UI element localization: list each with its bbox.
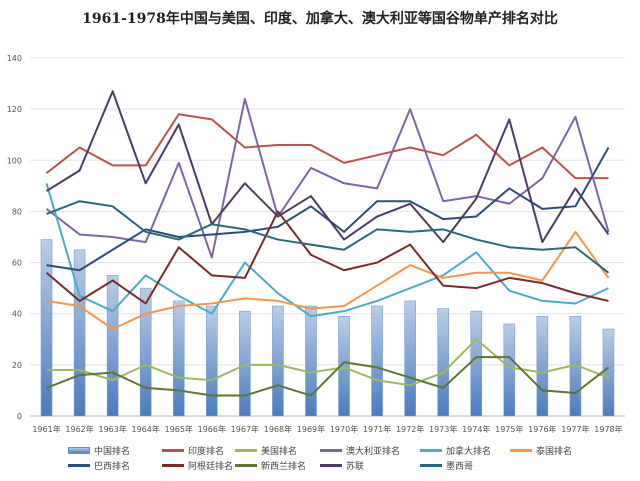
bar-1978年 [602,328,615,417]
legend-item: 苏联 [320,459,364,472]
bar-1971年 [371,305,383,417]
y-tick-label: 100 [7,156,22,165]
legend-label: 新西兰排名 [261,462,307,472]
legend-label: 印度排名 [188,447,225,457]
legend-swatch [420,449,442,452]
series-line-加拿大排名 [45,183,609,318]
series-line-苏联 [46,90,610,244]
x-tick-label: 1962年 [65,424,93,434]
legend-item: 泰国排名 [510,444,572,457]
x-tick-label: 1975年 [495,424,523,434]
legend-label: 中国排名 [94,447,131,457]
legend-item: 新西兰排名 [235,459,306,472]
legend-item: 中国排名 [68,444,130,457]
series-line-印度排名 [45,113,609,180]
bar-1970年 [338,315,350,417]
legend-item: 澳大利亚排名 [320,444,400,457]
bar-1963年 [106,275,119,417]
x-tick-label: 1978年 [594,424,622,434]
bar-1961年 [40,239,53,417]
x-tick-label: 1977年 [561,424,589,434]
x-tick-label: 1972年 [396,424,424,434]
legend-label: 加拿大排名 [446,447,492,457]
x-tick-label: 1966年 [198,424,226,434]
x-tick-label: 1971年 [363,424,391,434]
legend-swatch [68,447,90,454]
legend-label: 墨西哥 [446,462,474,472]
series-line-澳大利亚排名 [45,97,610,259]
bar-1973年 [437,308,449,417]
legend-item: 阿根廷排名 [162,459,233,472]
y-tick-label: 40 [12,310,22,319]
x-tick-label: 1964年 [132,424,160,434]
x-tick-label: 1970年 [330,424,358,434]
y-tick-label: 140 [7,54,22,63]
y-tick-label: 0 [17,412,22,421]
bar-1968年 [272,305,284,417]
legend-swatch [68,464,90,467]
x-tick-label: 1969年 [297,424,325,434]
legend-label: 阿根廷排名 [188,462,234,472]
legend-swatch [420,464,442,467]
legend-item: 美国排名 [235,444,297,457]
legend-swatch [235,449,257,452]
y-tick-label: 60 [12,259,22,268]
legend-item: 印度排名 [162,444,224,457]
series-line-美国排名 [46,338,609,387]
legend-label: 美国排名 [261,447,298,457]
series-line-墨西哥 [46,200,610,274]
legend-swatch [162,464,184,467]
series-line-新西兰排名 [46,356,610,397]
bar-1964年 [139,287,152,417]
x-tick-label: 1973年 [429,424,457,434]
legend-label: 苏联 [346,462,365,472]
bar-1976年 [536,315,549,417]
x-tick-label: 1974年 [462,424,490,434]
legend-swatch [235,464,257,467]
bar-1974年 [470,310,483,417]
chart-title: 1961-1978年中国与美国、印度、加拿大、澳大利亚等国谷物单产排名对比 [82,11,558,27]
series-line-阿根廷排名 [45,210,609,305]
series-line-泰国排名 [46,230,610,331]
bar-1972年 [404,300,416,417]
y-tick-label: 20 [12,361,22,370]
legend-item: 墨西哥 [420,459,473,472]
legend-item: 加拿大排名 [420,444,491,457]
legend-item: 巴西排名 [68,459,130,472]
y-tick-label: 120 [7,105,22,114]
legend-label: 巴西排名 [94,462,131,472]
x-tick-label: 1965年 [165,424,193,434]
y-tick-label: 80 [12,207,22,216]
bar-1975年 [503,323,516,417]
legend-label: 泰国排名 [536,447,573,457]
legend-swatch [320,464,342,467]
legend-swatch [320,449,342,452]
x-tick-label: 1968年 [264,424,292,434]
x-tick-label: 1961年 [32,424,60,434]
bar-1965年 [172,300,185,417]
bar-1966年 [206,305,218,417]
bar-1967年 [239,310,251,417]
legend-label: 澳大利亚排名 [346,447,401,457]
bar-1969年 [305,305,317,417]
x-tick-label: 1967年 [231,424,259,434]
x-tick-label: 1976年 [528,424,556,434]
x-tick-label: 1963年 [98,424,126,434]
legend-swatch [510,449,532,452]
legend-swatch [162,449,184,452]
bar-1962年 [73,249,86,417]
